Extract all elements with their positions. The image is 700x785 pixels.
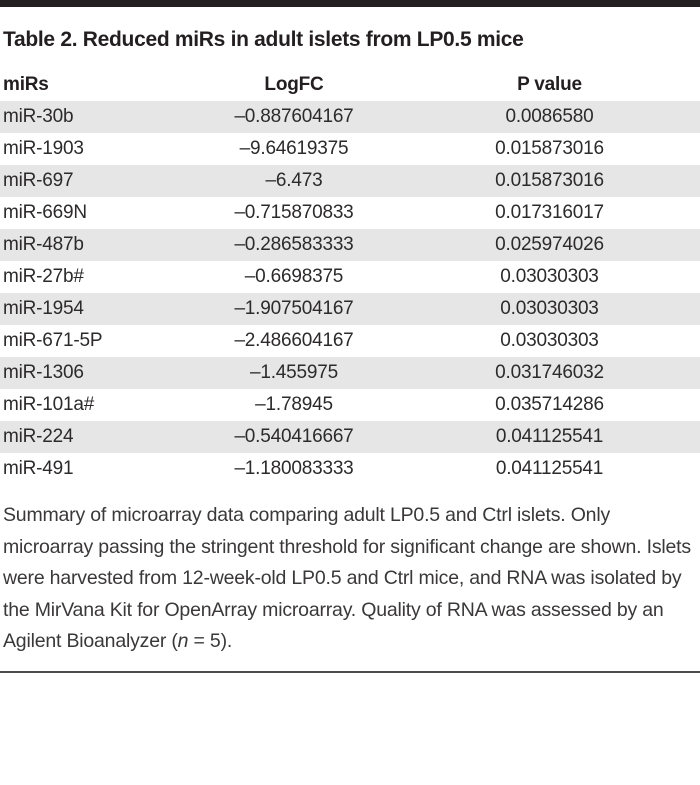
header-mirs: miRs <box>3 74 49 95</box>
table-row: miR-1306 –1.455975 0.031746032 <box>0 357 700 389</box>
cell-mir: miR-671-5P <box>3 330 103 351</box>
table-row: miR-224 –0.540416667 0.041125541 <box>0 421 700 453</box>
cell-logfc: –1.78945 <box>255 394 333 415</box>
table-row: miR-487b –0.286583333 0.025974026 <box>0 229 700 261</box>
cell-mir: miR-101a# <box>3 394 95 415</box>
cell-pvalue: 0.0086580 <box>505 106 594 127</box>
cell-logfc: –1.180083333 <box>234 458 354 479</box>
cell-mir: miR-1954 <box>3 298 84 319</box>
table-row: miR-1954 –1.907504167 0.03030303 <box>0 293 700 325</box>
cell-pvalue: 0.03030303 <box>500 330 599 351</box>
cell-pvalue: 0.041125541 <box>495 426 604 447</box>
table-row: miR-671-5P –2.486604167 0.03030303 <box>0 325 700 357</box>
cell-logfc: –0.286583333 <box>234 234 354 255</box>
table-row: miR-491 –1.180083333 0.041125541 <box>0 453 700 485</box>
cell-mir: miR-1903 <box>3 138 84 159</box>
cell-pvalue: 0.025974026 <box>495 234 604 255</box>
cell-mir: miR-697 <box>3 170 74 191</box>
cell-logfc: –0.887604167 <box>234 106 354 127</box>
cell-logfc: –9.64619375 <box>239 138 349 159</box>
mir-table: miRs LogFC P value miR-30b –0.887604167 … <box>0 69 700 485</box>
cell-logfc: –0.540416667 <box>234 426 354 447</box>
cell-mir: miR-30b <box>3 106 74 127</box>
header-row: miRs LogFC P value <box>0 69 700 101</box>
table-row: miR-27b# –0.6698375 0.03030303 <box>0 261 700 293</box>
cell-mir: miR-669N <box>3 202 87 223</box>
cell-logfc: –1.907504167 <box>234 298 354 319</box>
footnote-n-italic: n <box>177 630 189 652</box>
cell-mir: miR-487b <box>3 234 84 255</box>
cell-logfc: –2.486604167 <box>234 330 354 351</box>
cell-pvalue: 0.015873016 <box>495 138 604 159</box>
header-pvalue: P value <box>517 74 582 95</box>
table-row: miR-669N –0.715870833 0.017316017 <box>0 197 700 229</box>
cell-pvalue: 0.031746032 <box>495 362 604 383</box>
cell-pvalue: 0.035714286 <box>495 394 604 415</box>
footnote-tail: = 5). <box>188 630 233 652</box>
cell-mir: miR-27b# <box>3 266 84 287</box>
footnote-text: Summary of microarray data comparing adu… <box>3 504 691 652</box>
table-row: miR-697 –6.473 0.015873016 <box>0 165 700 197</box>
cell-logfc: –1.455975 <box>249 362 338 383</box>
table-row: miR-1903 –9.64619375 0.015873016 <box>0 133 700 165</box>
header-logfc: LogFC <box>264 74 324 95</box>
cell-pvalue: 0.03030303 <box>500 298 599 319</box>
cell-pvalue: 0.03030303 <box>500 266 599 287</box>
cell-mir: miR-491 <box>3 458 74 479</box>
table-body: miR-30b –0.887604167 0.0086580 miR-1903 … <box>0 101 700 485</box>
table-footnote: Summary of microarray data comparing adu… <box>0 500 694 658</box>
cell-pvalue: 0.041125541 <box>495 458 604 479</box>
top-rule <box>0 0 700 7</box>
cell-logfc: –6.473 <box>265 170 323 191</box>
cell-mir: miR-224 <box>3 426 74 447</box>
cell-logfc: –0.6698375 <box>244 266 344 287</box>
cell-mir: miR-1306 <box>3 362 84 383</box>
bottom-rule <box>0 670 700 673</box>
cell-pvalue: 0.015873016 <box>495 170 604 191</box>
table-row: miR-30b –0.887604167 0.0086580 <box>0 101 700 133</box>
table-row: miR-101a# –1.78945 0.035714286 <box>0 389 700 421</box>
table-header: miRs LogFC P value <box>0 69 700 101</box>
table-title: Table 2. Reduced miRs in adult islets fr… <box>3 28 524 51</box>
cell-pvalue: 0.017316017 <box>495 202 604 223</box>
cell-logfc: –0.715870833 <box>234 202 354 223</box>
